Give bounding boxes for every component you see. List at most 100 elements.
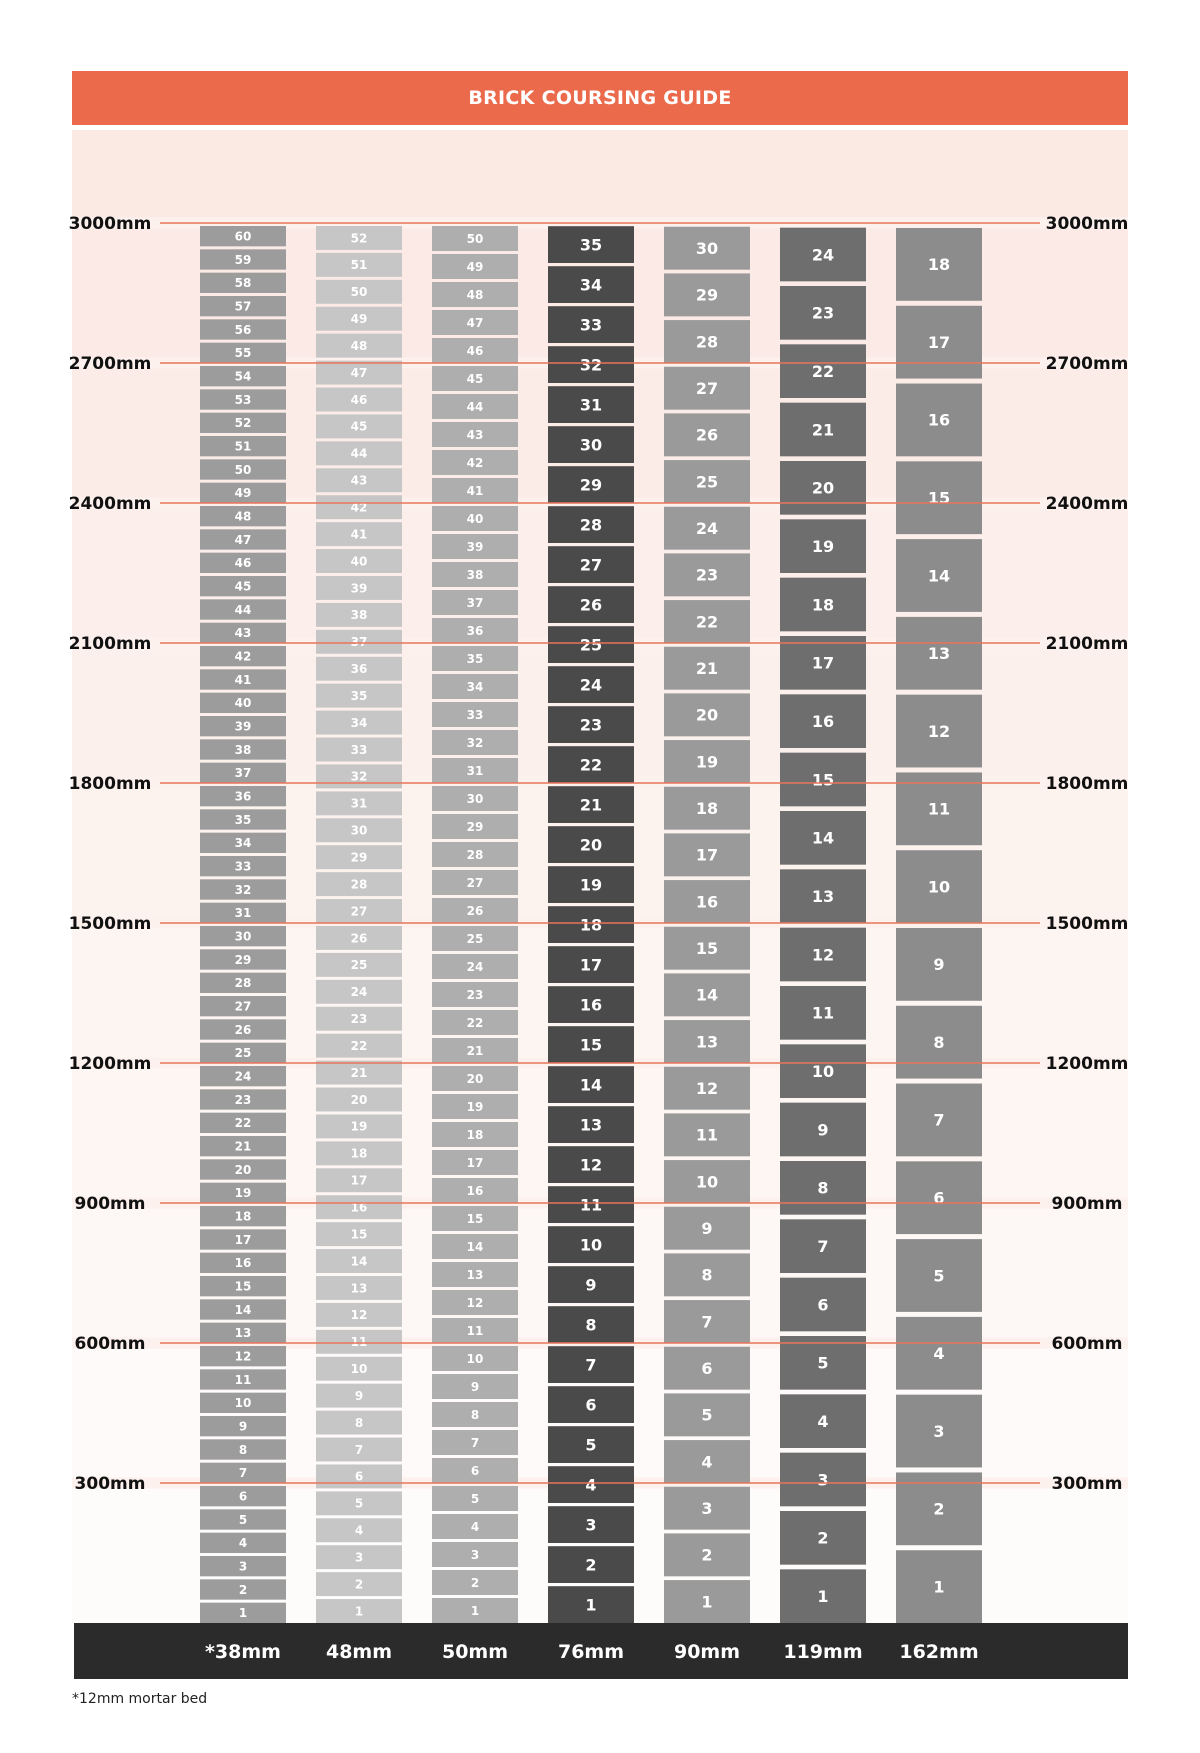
brick-course [432,1038,518,1063]
course-number: 41 [467,484,484,498]
course-number: 22 [235,1116,252,1130]
course-number: 10 [351,1362,368,1376]
brick-course [200,786,286,807]
brick-course [200,832,286,853]
brick-course [316,1249,402,1273]
brick-course [316,1114,402,1139]
course-number: 14 [580,1075,602,1094]
course-number: 7 [701,1312,712,1331]
height-label-right: 2700mm [1046,354,1129,374]
brick-course [200,226,286,247]
brick-course [664,1346,750,1390]
course-number: 56 [235,323,252,337]
course-number: 50 [235,463,252,477]
brick-course [664,320,750,363]
course-number: 14 [351,1254,368,1268]
brick-course [432,478,518,503]
brick-course [548,1346,634,1383]
brick-course [548,706,634,743]
course-number: 8 [817,1179,828,1198]
brick-course [548,826,634,863]
brick-course [780,636,866,690]
course-number: 60 [235,229,252,243]
brick-course [780,1277,866,1332]
brick-course [200,669,286,690]
brick-course [780,1511,866,1565]
brick-course [200,809,286,830]
course-number: 27 [696,379,718,398]
course-number: 17 [580,955,602,974]
brick-course [896,1472,982,1546]
height-label-left: 2100mm [69,634,152,654]
height-label-left: 900mm [75,1194,146,1214]
brick-course [200,1089,286,1110]
course-number: 10 [235,1396,252,1410]
brick-course [316,1545,402,1570]
brick-course [316,279,402,304]
brick-course [200,576,286,597]
course-number: 48 [467,288,484,302]
height-label-right: 600mm [1052,1334,1123,1354]
brick-course [200,366,286,387]
course-number: 29 [235,953,252,967]
course-number: 20 [696,706,718,725]
course-number: 28 [696,332,718,351]
brick-column: 1234567891011121314151617181920212223242… [432,226,518,1623]
course-number: 5 [585,1435,596,1454]
course-number: 14 [235,1303,252,1317]
course-number: 41 [351,527,368,541]
brick-course [548,306,634,343]
course-number: 9 [933,955,944,974]
brick-course [548,786,634,823]
brick-course [316,1141,402,1166]
brick-course [200,692,286,713]
course-number: 13 [696,1032,718,1051]
brick-course [200,739,286,760]
course-number: 8 [701,1266,712,1285]
course-number: 7 [817,1237,828,1256]
brick-course [432,1318,518,1343]
height-label-right: 1500mm [1046,914,1129,934]
course-number: 30 [235,929,252,943]
height-label-left: 300mm [75,1474,146,1494]
brick-course [200,459,286,480]
course-number: 6 [933,1188,944,1207]
course-number: 44 [235,603,252,617]
course-number: 22 [696,612,718,631]
brick-course [200,1486,286,1507]
course-number: 17 [928,333,950,352]
height-label-left: 1200mm [69,1054,152,1074]
course-number: 39 [351,581,368,595]
course-number: 36 [467,624,484,638]
brick-course [432,702,518,727]
course-number: 29 [580,475,602,494]
brick-course [664,1020,750,1063]
course-number: 55 [235,346,252,360]
course-number: 3 [355,1551,363,1565]
course-number: 34 [580,275,602,294]
footnote: *12mm mortar bed [72,1691,208,1707]
brick-course [316,818,402,843]
course-number: 7 [933,1111,944,1130]
brick-course [316,1599,402,1623]
course-number: 12 [812,945,834,964]
brick-course [432,338,518,363]
brick-course [664,973,750,1017]
course-number: 20 [235,1163,252,1177]
course-number: 23 [812,304,834,323]
course-number: 14 [812,829,834,848]
course-number: 25 [580,635,602,654]
course-number: 40 [351,554,368,568]
brick-course [664,1066,750,1110]
brick-course [548,546,634,583]
brick-course [548,1066,634,1103]
course-number: 47 [351,366,368,380]
brick-course [316,1383,402,1408]
course-number: 51 [235,439,252,453]
brick-course [548,1586,634,1623]
height-label-left: 2400mm [69,494,152,514]
brick-course [200,972,286,993]
course-number: 2 [355,1577,363,1591]
course-number: 23 [351,1012,368,1026]
brick-course [316,1437,402,1462]
